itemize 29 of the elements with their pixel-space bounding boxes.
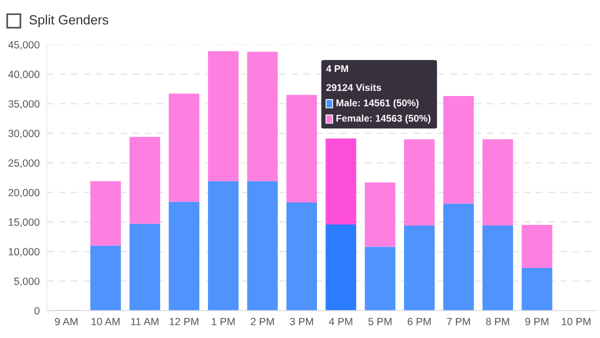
x-tick-label: 4 PM [328, 318, 352, 326]
x-tick-label: 5 PM [368, 318, 392, 326]
x-tick-label: 12 PM [170, 318, 198, 326]
x-tick-label: 8 PM [486, 318, 510, 326]
y-tick-label: 10,000 [8, 248, 40, 257]
x-tick-label: 9 PM [525, 318, 548, 326]
y-tick-label: 25,000 [8, 159, 40, 168]
y-tick-label: 40,000 [8, 70, 40, 80]
x-tick-label: 7 PM [446, 318, 470, 326]
y-tick-label: 30,000 [8, 130, 40, 138]
x-tick-label: 6 PM [408, 318, 431, 326]
x-tick-label: 11 AM [131, 318, 158, 326]
x-tick-label: 1 PM [212, 318, 235, 326]
x-tick-label: 10 PM [562, 318, 590, 326]
y-tick-label: 5,000 [14, 278, 40, 286]
y-tick-label: 15,000 [8, 218, 40, 228]
annotation: Female: 14563 (50%) [336, 114, 430, 124]
annotation: 4 PM [326, 65, 348, 72]
x-tick-label: 3 PM [290, 318, 313, 326]
annotation: Male: 14561 (50%) [336, 99, 419, 108]
x-tick-label: 2 PM [250, 318, 274, 326]
text: Split Genders [29, 14, 108, 28]
y-tick-label: 20,000 [8, 188, 40, 198]
annotation: 29124 Visits [326, 84, 382, 91]
x-tick-label: 9 AM [55, 318, 78, 326]
x-tick-label: 10 AM [92, 318, 120, 326]
y-tick-label: 35,000 [8, 100, 40, 109]
y-tick-label: 45,000 [8, 41, 40, 50]
y-tick-label: 0 [34, 307, 40, 314]
